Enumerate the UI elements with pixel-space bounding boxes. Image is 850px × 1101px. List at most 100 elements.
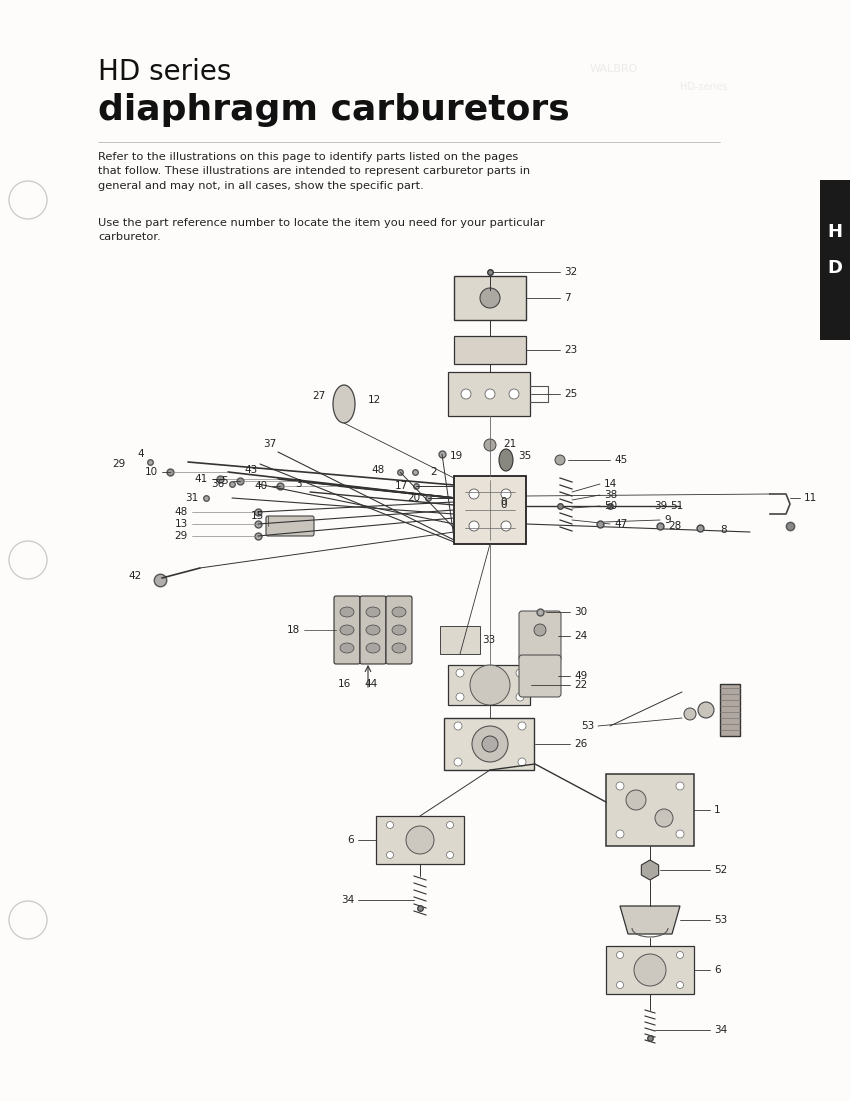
Circle shape	[454, 757, 462, 766]
Circle shape	[480, 288, 500, 308]
FancyBboxPatch shape	[519, 655, 561, 697]
Text: 51: 51	[670, 501, 683, 511]
Text: HD series: HD series	[98, 58, 231, 86]
Circle shape	[387, 851, 394, 859]
Circle shape	[501, 521, 511, 531]
Circle shape	[485, 389, 495, 399]
Circle shape	[469, 489, 479, 499]
Text: 36: 36	[211, 479, 224, 489]
FancyBboxPatch shape	[606, 946, 694, 994]
Text: 34: 34	[714, 1025, 728, 1035]
Circle shape	[446, 851, 454, 859]
Text: 0: 0	[500, 497, 507, 506]
Circle shape	[446, 821, 454, 828]
Text: 19: 19	[450, 451, 463, 461]
Text: 34: 34	[341, 895, 354, 905]
FancyBboxPatch shape	[519, 611, 561, 661]
Text: 3: 3	[295, 479, 302, 489]
Text: 24: 24	[574, 631, 587, 641]
FancyBboxPatch shape	[454, 276, 526, 320]
Circle shape	[469, 521, 479, 531]
Text: 10: 10	[144, 467, 158, 477]
Ellipse shape	[333, 385, 355, 423]
Text: 47: 47	[614, 519, 627, 528]
Text: 14: 14	[604, 479, 617, 489]
Circle shape	[470, 665, 510, 705]
Text: 13: 13	[175, 519, 188, 528]
FancyBboxPatch shape	[448, 372, 530, 416]
Ellipse shape	[392, 625, 406, 635]
FancyBboxPatch shape	[334, 596, 360, 664]
Text: WALBRO: WALBRO	[590, 64, 638, 74]
Circle shape	[406, 826, 434, 854]
Text: 37: 37	[263, 439, 276, 449]
Text: 18: 18	[286, 625, 300, 635]
Text: 31: 31	[184, 493, 198, 503]
Text: 50: 50	[604, 501, 617, 511]
Text: 45: 45	[614, 455, 627, 465]
Circle shape	[655, 809, 673, 827]
Text: 21: 21	[503, 439, 516, 449]
Text: 41: 41	[195, 475, 208, 484]
Circle shape	[454, 722, 462, 730]
Text: HD-series: HD-series	[680, 81, 728, 92]
Circle shape	[684, 708, 696, 720]
Text: 28: 28	[668, 521, 681, 531]
FancyBboxPatch shape	[360, 596, 386, 664]
Circle shape	[518, 757, 526, 766]
Ellipse shape	[340, 625, 354, 635]
Circle shape	[516, 669, 524, 677]
FancyBboxPatch shape	[448, 665, 530, 705]
Text: 27: 27	[313, 391, 326, 401]
Text: 11: 11	[804, 493, 817, 503]
Ellipse shape	[555, 455, 565, 465]
Circle shape	[616, 981, 624, 989]
Circle shape	[616, 951, 624, 959]
Text: 40: 40	[255, 481, 268, 491]
FancyBboxPatch shape	[720, 684, 740, 735]
Circle shape	[482, 735, 498, 752]
Text: 5: 5	[221, 476, 228, 486]
Ellipse shape	[366, 607, 380, 617]
Text: 29: 29	[113, 459, 126, 469]
Text: 52: 52	[714, 865, 728, 875]
Text: 23: 23	[564, 345, 577, 355]
Text: 42: 42	[128, 571, 142, 581]
Text: 30: 30	[574, 607, 587, 617]
Bar	[820, 179, 850, 340]
Text: 6: 6	[714, 964, 721, 975]
Text: 6: 6	[348, 835, 354, 844]
Text: 12: 12	[368, 395, 382, 405]
Text: H: H	[828, 224, 842, 241]
Text: 9: 9	[664, 515, 671, 525]
FancyBboxPatch shape	[444, 718, 534, 770]
Text: 17: 17	[394, 481, 408, 491]
Text: 20: 20	[407, 493, 420, 503]
Ellipse shape	[366, 643, 380, 653]
Text: 38: 38	[604, 490, 617, 500]
Ellipse shape	[366, 625, 380, 635]
Circle shape	[472, 726, 508, 762]
Text: 53: 53	[581, 721, 594, 731]
FancyBboxPatch shape	[376, 816, 464, 864]
Text: 0: 0	[500, 500, 507, 510]
Text: 29: 29	[175, 531, 188, 541]
FancyBboxPatch shape	[440, 626, 480, 654]
Text: diaphragm carburetors: diaphragm carburetors	[98, 92, 570, 127]
Text: 43: 43	[245, 465, 258, 475]
Text: Use the part reference number to locate the item you need for your particular
ca: Use the part reference number to locate …	[98, 218, 545, 242]
Circle shape	[616, 782, 624, 791]
Ellipse shape	[340, 643, 354, 653]
Text: 7: 7	[564, 293, 570, 303]
Text: 39: 39	[654, 501, 667, 511]
Circle shape	[698, 702, 714, 718]
Text: Refer to the illustrations on this page to identify parts listed on the pages
th: Refer to the illustrations on this page …	[98, 152, 530, 190]
FancyBboxPatch shape	[454, 476, 526, 544]
Polygon shape	[620, 906, 680, 934]
Circle shape	[387, 821, 394, 828]
Text: 49: 49	[574, 671, 587, 682]
Text: 48: 48	[175, 506, 188, 517]
Text: 15: 15	[251, 511, 264, 521]
Text: 48: 48	[371, 465, 385, 475]
FancyBboxPatch shape	[386, 596, 412, 664]
